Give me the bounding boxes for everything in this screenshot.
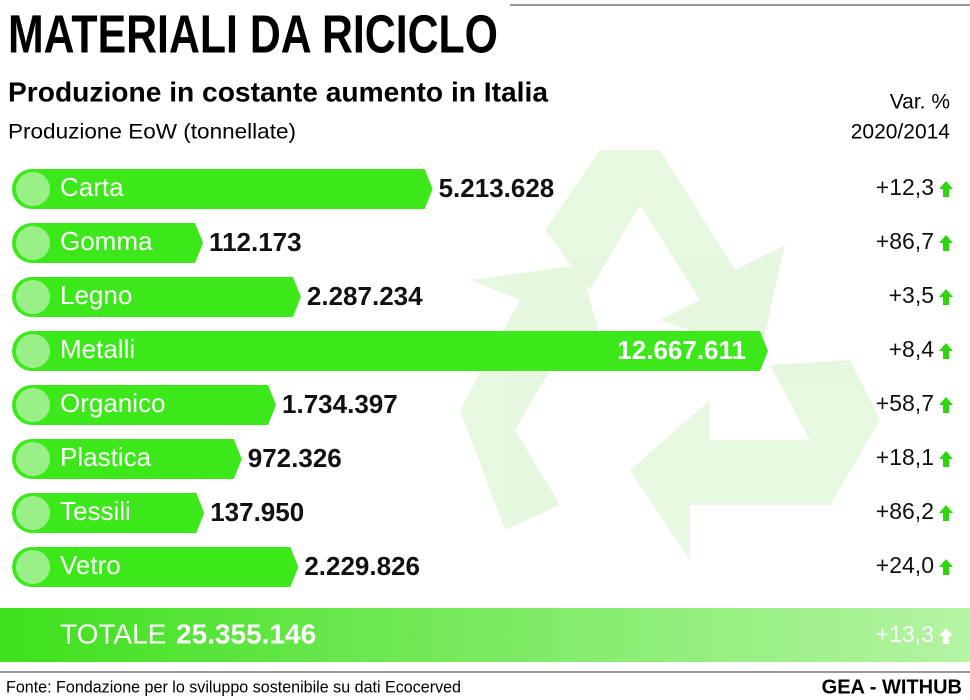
value-label: 137.950 [210, 497, 304, 527]
bar [12, 331, 768, 371]
credit: GEA - WITHUB [822, 676, 962, 698]
value-label: 972.326 [248, 443, 342, 473]
total-change: +13,3 [876, 621, 934, 647]
change-arrow [939, 451, 953, 467]
value-label: 5.213.628 [439, 173, 555, 203]
axis-label: Produzione EoW (tonnellate) [8, 121, 296, 144]
change-label: +58,7 [876, 390, 934, 416]
change-label: +18,1 [876, 444, 934, 470]
category-icon [16, 496, 50, 530]
change-arrow [939, 289, 953, 305]
total-label: TOTALE [60, 618, 166, 649]
change-arrow [939, 628, 953, 644]
change-arrow [939, 559, 953, 575]
category-label: Metalli [60, 334, 135, 364]
category-label: Organico [60, 388, 166, 418]
change-arrow [939, 397, 953, 413]
change-label: +86,2 [876, 498, 934, 524]
chart-subtitle: Produzione in costante aumento in Italia [8, 76, 548, 107]
change-label: +3,5 [889, 282, 934, 308]
source: Fonte: Fondazione per lo sviluppo sosten… [6, 677, 461, 696]
category-icon [16, 280, 50, 314]
category-label: Gomma [60, 226, 153, 256]
chart-title: MATERIALI DA RICICLO [8, 4, 498, 64]
change-label: +12,3 [876, 174, 934, 200]
category-icon [16, 388, 50, 422]
category-label: Plastica [60, 442, 152, 472]
category-label: Legno [60, 280, 132, 310]
change-label: +86,7 [876, 228, 934, 254]
change-arrow [939, 235, 953, 251]
change-header: 2020/2014 [851, 121, 951, 144]
value-label: 2.229.826 [304, 551, 420, 581]
value-label: 112.173 [209, 227, 302, 257]
change-arrow [939, 343, 953, 359]
bar [12, 223, 204, 263]
total-band [0, 608, 970, 662]
change-label: +8,4 [889, 336, 935, 362]
bar [12, 547, 299, 587]
bar [12, 493, 205, 533]
category-label: Carta [60, 172, 124, 202]
category-icon [16, 172, 50, 206]
change-label: +24,0 [876, 552, 934, 578]
bar [12, 169, 433, 209]
value-label: 2.287.234 [307, 281, 423, 311]
category-label: Tessili [60, 496, 131, 526]
value-label: 1.734.397 [282, 389, 398, 419]
change-arrow [939, 505, 953, 521]
category-icon [16, 550, 50, 584]
change-arrow [939, 181, 953, 197]
category-icon [16, 334, 50, 368]
category-icon [16, 226, 50, 260]
total-value: 25.355.146 [176, 618, 316, 649]
category-icon [16, 442, 50, 476]
category-label: Vetro [60, 550, 121, 580]
value-label: 12.667.611 [617, 335, 746, 365]
bar [12, 439, 242, 479]
change-header: Var. % [890, 91, 950, 114]
bar [12, 277, 301, 317]
bar [12, 385, 277, 425]
